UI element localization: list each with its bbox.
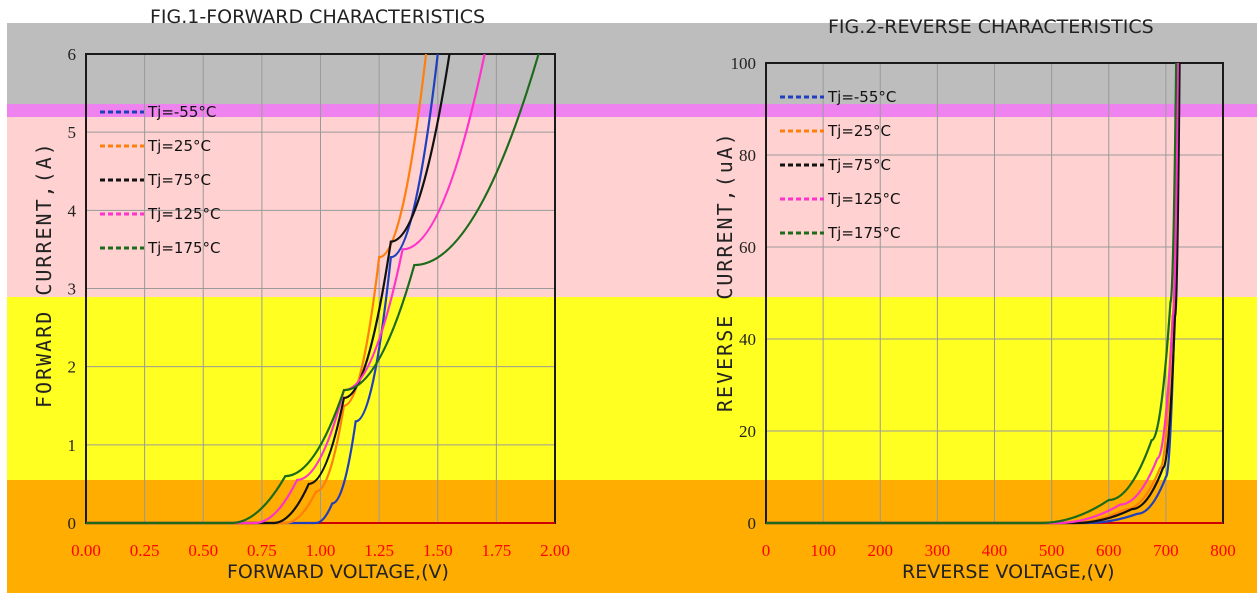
x-tick-label: 800 [1210, 541, 1236, 560]
x-tick-label: 500 [1039, 541, 1065, 560]
y-tick-label: 0 [68, 514, 77, 533]
legend-label: Tj=25°C [827, 122, 891, 140]
legend-label: Tj=75°C [147, 171, 211, 189]
chart-2-title: FIG.2-REVERSE CHARACTERISTICS [828, 16, 1154, 38]
y-tick-label: 80 [739, 146, 756, 165]
y-tick-label: 20 [739, 422, 756, 441]
chart-1-y-axis-title: FORWARD CURRENT,(A) [32, 141, 56, 408]
y-tick-label: 6 [68, 45, 77, 64]
x-tick-label: 0.75 [247, 541, 277, 560]
legend-label: Tj=175°C [147, 239, 221, 257]
x-tick-label: 700 [1153, 541, 1179, 560]
y-tick-label: 100 [731, 54, 757, 73]
legend-label: Tj=-55°C [147, 103, 216, 121]
reverse-characteristics-chart: 0 100 200 300 400 500 600 700 800 0 20 40 60 80 100 Tj=… [731, 54, 1236, 560]
forward-characteristics-chart: 0.00 0.25 0.50 0.75 1.00 1.25 1.50 1.75 2.00 0 1 2 3… [68, 45, 570, 560]
x-tick-label: 600 [1096, 541, 1122, 560]
y-tick-label: 4 [68, 201, 77, 220]
x-tick-label: 400 [982, 541, 1008, 560]
yellow-band [7, 297, 1257, 480]
violet-band [7, 104, 1257, 117]
chart-2-y-axis-title: REVERSE CURRENT,(uA) [713, 131, 737, 412]
x-tick-label: 300 [925, 541, 951, 560]
legend-label: Tj=175°C [827, 224, 901, 242]
chart-1-title: FIG.1-FORWARD CHARACTERISTICS [150, 6, 486, 28]
y-tick-label: 60 [739, 238, 756, 257]
x-tick-label: 1.50 [423, 541, 453, 560]
y-tick-label: 3 [68, 280, 77, 299]
series-line-4 [85, 53, 540, 525]
x-tick-label: 1.00 [306, 541, 336, 560]
x-tick-label: 1.25 [364, 541, 394, 560]
y-tick-label: 40 [739, 330, 756, 349]
x-tick-label: 1.75 [482, 541, 512, 560]
y-tick-label: 1 [68, 436, 77, 455]
x-tick-label: 0.25 [130, 541, 160, 560]
legend-label: Tj=75°C [827, 156, 891, 174]
y-tick-label: 5 [68, 123, 77, 142]
x-tick-label: 0.50 [188, 541, 218, 560]
y-tick-label: 2 [68, 358, 77, 377]
gray-band [7, 23, 1257, 110]
x-tick-label: 0 [762, 541, 771, 560]
x-tick-label: 200 [868, 541, 894, 560]
y-tick-label: 0 [748, 514, 757, 533]
x-tick-label: 100 [810, 541, 836, 560]
legend-label: Tj=25°C [147, 137, 211, 155]
legend-label: Tj=-55°C [827, 88, 896, 106]
series-line-4 [765, 62, 1178, 525]
x-tick-label: 0.00 [71, 541, 101, 560]
orange-band [7, 480, 1257, 593]
chart-2-x-axis-title: REVERSE VOLTAGE,(V) [902, 561, 1115, 583]
legend-label: Tj=125°C [147, 205, 221, 223]
x-tick-label: 2.00 [540, 541, 570, 560]
pink-band [7, 117, 1257, 297]
chart-1-x-axis-title: FORWARD VOLTAGE,(V) [227, 561, 449, 583]
legend-label: Tj=125°C [827, 190, 901, 208]
